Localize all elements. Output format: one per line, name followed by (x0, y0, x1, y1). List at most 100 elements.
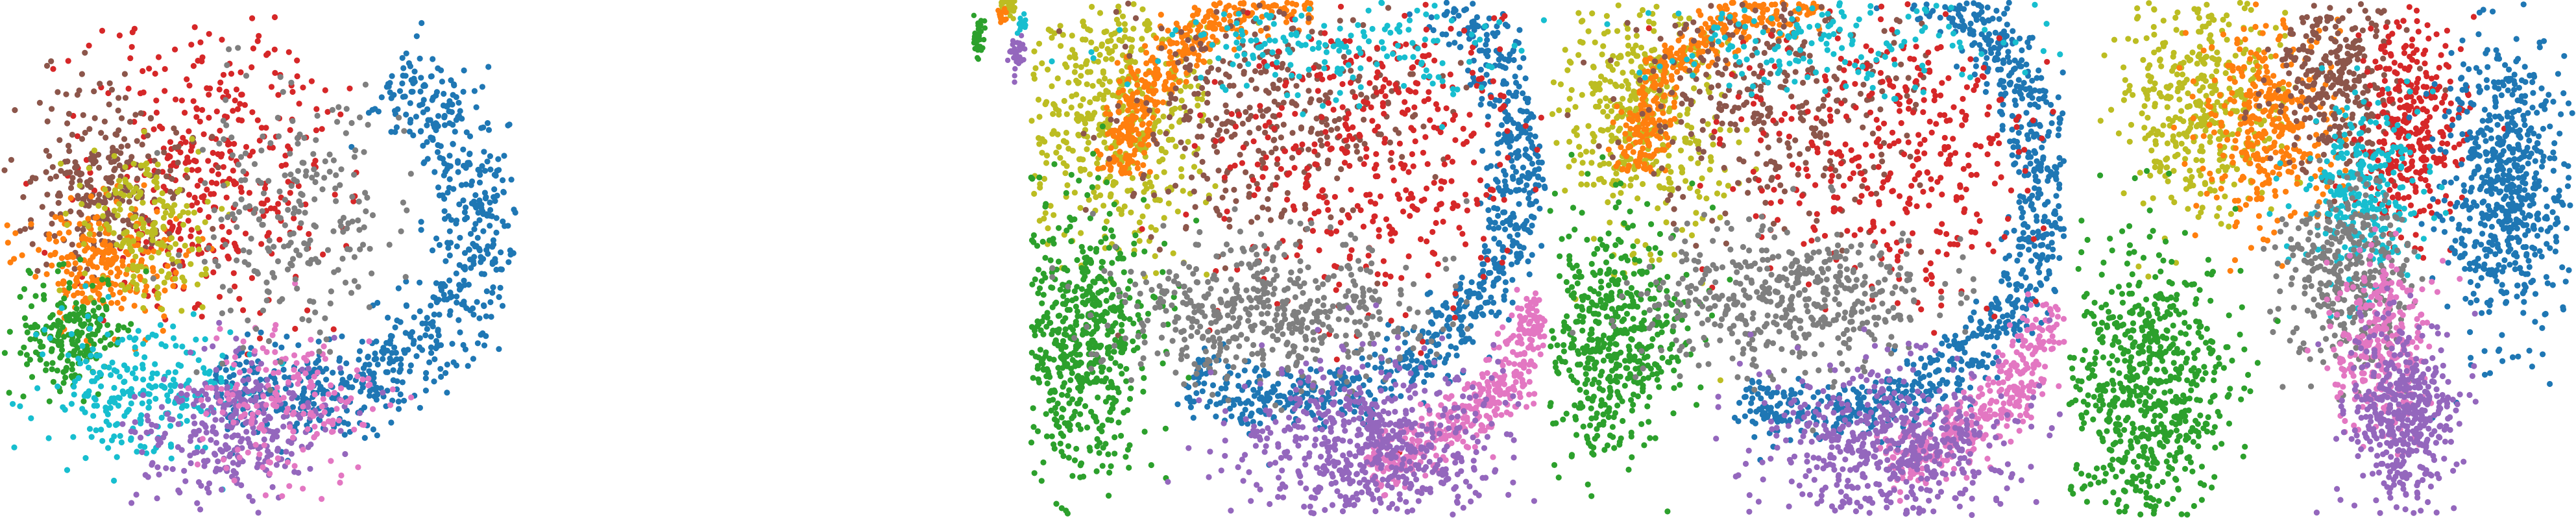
scatter-point (1520, 90, 1526, 97)
scatter-point (1178, 97, 1185, 104)
scatter-point (66, 280, 73, 286)
scatter-point (117, 289, 123, 296)
scatter-point (306, 374, 312, 380)
scatter-point (53, 238, 60, 245)
scatter-point (82, 283, 89, 290)
scatter-point (362, 190, 369, 196)
scatter-point (1165, 200, 1172, 206)
scatter-point (1153, 35, 1160, 42)
scatter-point (982, 18, 988, 24)
scatter-point (361, 435, 368, 441)
scatter-point (173, 129, 180, 136)
scatter-point (468, 178, 476, 185)
scatter-point (1126, 116, 1133, 123)
scatter-point (303, 358, 310, 364)
scatter-point (141, 354, 148, 361)
scatter-point (373, 356, 380, 362)
scatter-point (1173, 67, 1179, 73)
scatter-point (55, 200, 62, 206)
scatter-point (322, 315, 328, 321)
scatter-point (21, 315, 29, 321)
scatter-point (1511, 56, 1517, 64)
scatter-point (460, 197, 467, 204)
scatter-point (50, 378, 56, 385)
scatter-point (258, 422, 265, 428)
scatter-point (421, 159, 428, 166)
scatter-point (134, 138, 140, 144)
scatter-point (49, 262, 55, 269)
scatter-point (493, 266, 500, 273)
scatter-point (1050, 111, 1056, 117)
scatter-point (1127, 64, 1134, 71)
scatter-point (162, 210, 169, 216)
scatter-point (131, 337, 138, 343)
scatter-point (88, 434, 95, 440)
scatter-point (326, 151, 333, 158)
scatter-point (510, 250, 516, 256)
scatter-point (245, 376, 252, 383)
scatter-point (79, 343, 86, 349)
scatter-point (1104, 45, 1111, 53)
scatter-point (144, 413, 151, 419)
scatter-point (98, 383, 104, 389)
scatter-point (175, 228, 182, 235)
scatter-point (352, 147, 359, 154)
scatter-point (1065, 145, 1072, 152)
scatter-point (169, 466, 176, 473)
scatter-point (1509, 173, 1516, 180)
scatter-point (195, 167, 202, 173)
scatter-point (1306, 88, 1312, 94)
scatter-point (209, 167, 215, 174)
scatter-point (1116, 36, 1123, 43)
scatter-point (1204, 403, 1211, 410)
scatter-point (1106, 156, 1113, 162)
scatter-point (153, 109, 160, 116)
scatter-point (406, 129, 413, 135)
scatter-point (508, 177, 515, 183)
scatter-point (280, 423, 287, 430)
scatter-point (313, 106, 320, 112)
scatter-point (99, 438, 106, 444)
scatter-point (1141, 136, 1148, 143)
scatter-point (348, 119, 355, 127)
scatter-point (1522, 75, 1529, 82)
scatter-point (367, 381, 373, 388)
scatter-point (359, 241, 367, 248)
scatter-point (99, 277, 106, 283)
scatter-point (54, 338, 60, 345)
scatter-point (236, 208, 243, 216)
scatter-point (1108, 56, 1115, 62)
scatter-point (429, 247, 436, 254)
scatter-point (1118, 211, 1124, 217)
scatter-point (246, 493, 252, 500)
scatter-point (1141, 84, 1147, 90)
scatter-point (86, 42, 92, 49)
scatter-point (300, 84, 306, 91)
scatter-point (256, 216, 263, 223)
scatter-point (367, 245, 373, 252)
scatter-point (69, 366, 75, 373)
scatter-point (1134, 89, 1141, 95)
scatter-point (28, 303, 35, 310)
scatter-point (199, 436, 206, 442)
scatter-point (85, 332, 91, 339)
scatter-point (1289, 99, 1295, 106)
scatter-point (329, 395, 335, 401)
scatter-point (448, 109, 455, 116)
scatter-point (1051, 128, 1057, 134)
scatter-point (354, 367, 360, 373)
scatter-point (311, 423, 318, 430)
scatter-point (321, 175, 328, 181)
scatter-point (21, 344, 27, 351)
scatter-point (411, 68, 418, 75)
scatter-series-2-2 (971, 12, 988, 62)
scatter-point (176, 413, 183, 419)
scatter-point (165, 397, 171, 404)
scatter-point (103, 306, 110, 313)
scatter-point (343, 360, 350, 367)
scatter-point (505, 259, 512, 265)
scatter-point (971, 12, 977, 18)
scatter-point (19, 252, 25, 258)
scatter-point (1502, 21, 1509, 28)
scatter-point (1097, 132, 1103, 138)
